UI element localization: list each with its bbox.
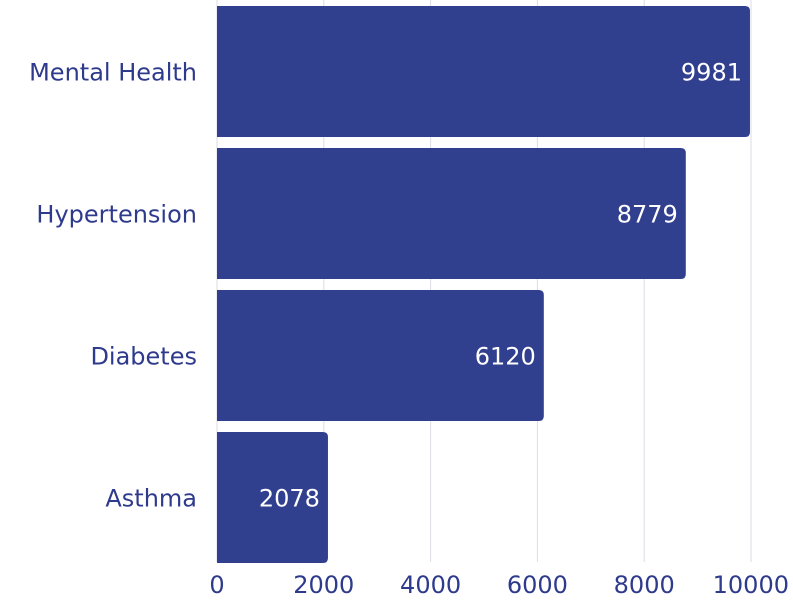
category-label-asthma: Asthma [105, 485, 197, 513]
x-tick-label-10000: 10000 [713, 571, 789, 599]
category-labels: Mental Health Hypertension Diabetes Asthma [29, 59, 197, 513]
x-tick-label-0: 0 [209, 571, 224, 599]
value-label-diabetes: 6120 [475, 343, 536, 371]
x-axis-ticks: 0 2000 4000 6000 8000 10000 [209, 571, 789, 599]
category-label-mental-health: Mental Health [29, 59, 197, 87]
value-label-asthma: 2078 [259, 485, 320, 513]
bar-mental-health [217, 6, 750, 137]
bar-asthma [217, 432, 328, 563]
value-label-hypertension: 8779 [617, 201, 678, 229]
value-labels: 9981 8779 6120 2078 [259, 59, 742, 513]
x-tick-label-8000: 8000 [614, 571, 675, 599]
bars [217, 6, 750, 563]
bar-diabetes [217, 290, 544, 421]
x-tick-label-6000: 6000 [507, 571, 568, 599]
category-label-diabetes: Diabetes [90, 343, 197, 371]
x-tick-label-4000: 4000 [400, 571, 461, 599]
value-label-mental-health: 9981 [681, 59, 742, 87]
bar-hypertension [217, 148, 686, 279]
x-tick-label-2000: 2000 [293, 571, 354, 599]
category-label-hypertension: Hypertension [36, 201, 197, 229]
